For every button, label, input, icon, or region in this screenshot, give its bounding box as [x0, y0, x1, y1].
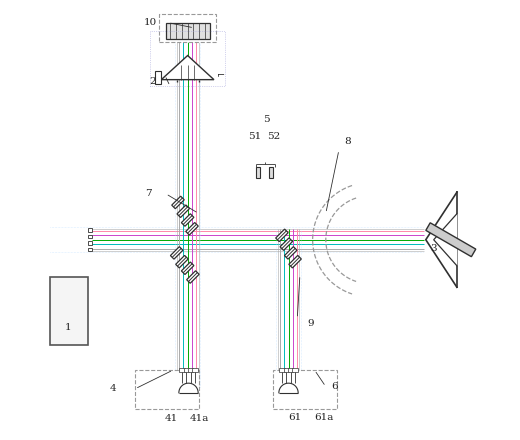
Text: 61a: 61a — [314, 413, 333, 422]
Polygon shape — [181, 262, 194, 275]
Bar — [150, 31, 225, 86]
Polygon shape — [284, 247, 297, 259]
Bar — [273, 370, 337, 410]
Bar — [269, 167, 273, 178]
Bar — [179, 368, 185, 372]
Bar — [279, 368, 284, 372]
Bar — [159, 14, 216, 42]
Bar — [88, 248, 92, 251]
Text: 7: 7 — [145, 189, 151, 198]
Bar — [155, 71, 161, 84]
Text: 5: 5 — [263, 114, 270, 124]
Text: 3: 3 — [430, 244, 437, 253]
Text: 41: 41 — [165, 414, 178, 423]
Text: 2: 2 — [149, 77, 156, 86]
Polygon shape — [426, 223, 476, 257]
Bar — [88, 241, 92, 245]
Text: 9: 9 — [307, 319, 314, 327]
Text: 52: 52 — [267, 132, 281, 141]
Bar — [292, 368, 298, 372]
Polygon shape — [171, 247, 183, 259]
Bar — [256, 167, 260, 178]
Bar — [166, 22, 210, 39]
Bar — [88, 235, 92, 238]
Polygon shape — [187, 271, 199, 283]
Polygon shape — [177, 205, 189, 217]
Text: 4: 4 — [110, 385, 116, 393]
Polygon shape — [161, 55, 214, 80]
Bar — [288, 368, 293, 372]
Polygon shape — [434, 213, 458, 266]
Text: 61: 61 — [289, 413, 302, 422]
Polygon shape — [176, 255, 188, 268]
Bar — [135, 370, 199, 410]
Text: 6: 6 — [331, 382, 338, 391]
Text: 1: 1 — [64, 323, 71, 332]
Text: ⌐: ⌐ — [217, 70, 226, 80]
Text: 51: 51 — [248, 132, 262, 141]
Bar — [192, 368, 198, 372]
Text: 41a: 41a — [190, 414, 209, 423]
Polygon shape — [186, 223, 198, 235]
Polygon shape — [280, 238, 293, 250]
Polygon shape — [172, 196, 184, 209]
Polygon shape — [289, 255, 302, 268]
Polygon shape — [276, 229, 288, 242]
Text: 8: 8 — [344, 136, 351, 146]
Bar — [188, 368, 193, 372]
Text: 10: 10 — [144, 18, 157, 27]
Polygon shape — [181, 214, 194, 226]
Bar — [184, 368, 189, 372]
Bar — [88, 228, 92, 232]
Bar — [50, 277, 88, 345]
Bar — [284, 368, 289, 372]
Polygon shape — [426, 191, 458, 288]
